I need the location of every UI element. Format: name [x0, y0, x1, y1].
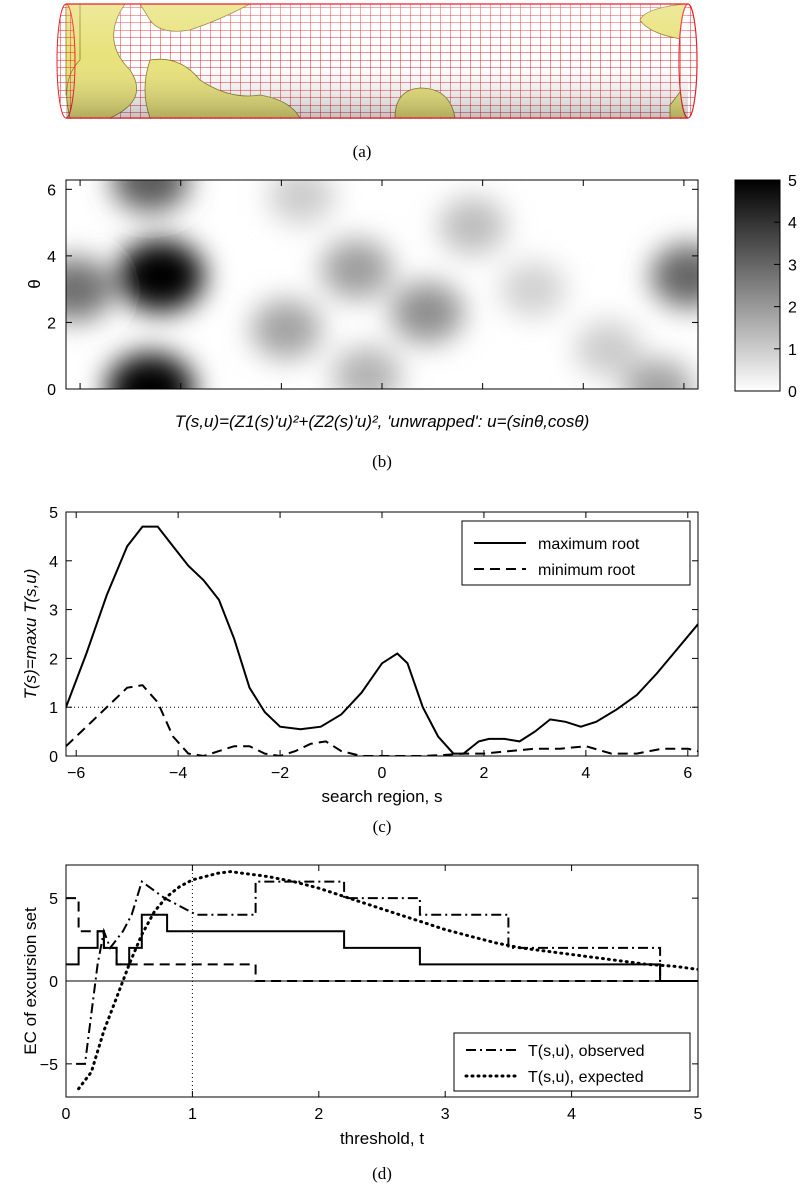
caption-d: (d) — [372, 1164, 392, 1183]
chart-d-ytick-label: −5 — [40, 1057, 58, 1074]
chart-d-ylabel: EC of excursion set — [21, 907, 40, 1055]
chart-c-series-minimum-root — [66, 684, 698, 756]
chart-c-xtick-label: 2 — [479, 765, 488, 782]
colorbar — [734, 179, 781, 392]
legend-min-root: minimum root — [538, 562, 635, 579]
chart-c-xlabel: search region, s — [322, 787, 443, 806]
caption-a: (a) — [353, 142, 372, 161]
chart-c-axes: −6 −4 −2 0 2 4 6 0 1 2 3 4 5 — [49, 505, 698, 782]
colorbar-tick-label: 1 — [788, 342, 797, 359]
chart-c-ytick-label: 1 — [49, 700, 58, 717]
heatmap-blob — [332, 346, 402, 389]
heatmap-xlabel: T(s,u)=(Z1(s)'u)²+(Z2(s)'u)², 'unwrapped… — [175, 412, 590, 431]
heatmap-blob — [268, 180, 335, 224]
chart-d-ytick-label: 5 — [49, 891, 58, 908]
chart-d-series-t-s-u-expected — [77, 870, 698, 1091]
heatmap-axes: 0 2 4 6 — [47, 180, 698, 399]
chart-d-xtick-label: 2 — [314, 1106, 323, 1123]
chart-c-ytick-label: 3 — [49, 603, 58, 620]
chart-c-ytick-label: 0 — [49, 749, 58, 766]
chart-d-xtick-label: 3 — [441, 1106, 450, 1123]
chart-d-axes: 0 1 2 3 4 5 −5 0 5 — [40, 865, 703, 1123]
tube-panel — [56, 3, 698, 119]
colorbar-tick-label: 5 — [788, 173, 797, 190]
heatmap-blob — [111, 180, 190, 213]
heatmap-field — [66, 180, 698, 389]
chart-c-xtick-label: −6 — [67, 765, 85, 782]
caption-c: (c) — [373, 817, 392, 836]
heatmap-ytick-label: 4 — [47, 249, 56, 266]
colorbar-tick-label: 4 — [788, 215, 797, 232]
heatmap-ytick-label: 0 — [47, 382, 56, 399]
chart-c-ylabel: T(s)=maxu T(s,u) — [21, 569, 40, 700]
chart-d-xtick-label: 4 — [567, 1106, 576, 1123]
chart-c-ytick-label: 5 — [49, 505, 58, 522]
chart-c-xtick-label: −4 — [169, 765, 187, 782]
colorbar-tick-label: 2 — [788, 300, 797, 317]
chart-c-legend: maximum root minimum root — [461, 520, 691, 586]
chart-d-xlabel: threshold, t — [340, 1129, 424, 1148]
chart-d-xtick-label: 1 — [188, 1106, 197, 1123]
caption-b: (b) — [372, 452, 392, 471]
line-chart-d: 0 1 2 3 4 5 −5 0 5 EC of excursion set threshold… — [21, 864, 703, 1148]
chart-c-xtick-label: 0 — [378, 765, 387, 782]
chart-d-series-unnamed-3 — [66, 897, 698, 982]
line-chart-c: −6 −4 −2 0 2 4 6 0 1 2 3 4 5 T(s)=maxu T(s,u) search… — [21, 505, 699, 806]
chart-d-xtick-label: 5 — [694, 1106, 703, 1123]
heatmap-blob — [575, 321, 642, 378]
legend-expected: T(s,u), expected — [528, 1069, 644, 1086]
heatmap-blob — [106, 353, 195, 389]
heatmap-blob — [391, 282, 464, 343]
chart-c-series — [66, 525, 698, 756]
heatmap-ytick-label: 2 — [47, 315, 56, 332]
chart-d-legend: T(s,u), observed T(s,u), expected — [453, 1032, 691, 1092]
heatmap-blob — [650, 243, 698, 308]
chart-d-series-unnamed-2 — [66, 913, 698, 982]
heatmap-blob — [66, 257, 113, 321]
chart-c-xtick-label: 6 — [683, 765, 692, 782]
chart-c-ytick-label: 4 — [49, 554, 58, 571]
chart-c-xtick-label: −2 — [271, 765, 289, 782]
heatmap-panel: 0 2 4 6 θ T(s,u)=(Z1(s)'u)²+(Z2(s)'u)², 'un… — [25, 173, 797, 431]
chart-d-series-t-s-u-observed — [76, 879, 698, 1065]
chart-d-series — [66, 865, 698, 1097]
chart-c-xtick-label: 4 — [581, 765, 590, 782]
heatmap-blob — [321, 239, 393, 299]
chart-c-series-maximum-root — [66, 525, 698, 755]
heatmap-blob — [623, 359, 694, 389]
colorbar-tick-label: 0 — [788, 384, 797, 401]
legend-max-root: maximum root — [538, 536, 640, 553]
chart-c-ytick-label: 2 — [49, 651, 58, 668]
heatmap-ylabel: θ — [25, 279, 44, 288]
colorbar-tick-label: 3 — [788, 257, 797, 274]
heatmap-blob — [500, 261, 566, 317]
heatmap-blob — [116, 239, 205, 312]
chart-d-xtick-label: 0 — [62, 1106, 71, 1123]
chart-d-ytick-label: 0 — [49, 974, 58, 991]
heatmap-blob — [251, 299, 322, 359]
heatmap-blob — [438, 197, 507, 255]
heatmap-ytick-label: 6 — [47, 182, 56, 199]
legend-observed: T(s,u), observed — [528, 1043, 644, 1060]
colorbar-ticks: 0 1 2 3 4 5 — [774, 173, 797, 401]
